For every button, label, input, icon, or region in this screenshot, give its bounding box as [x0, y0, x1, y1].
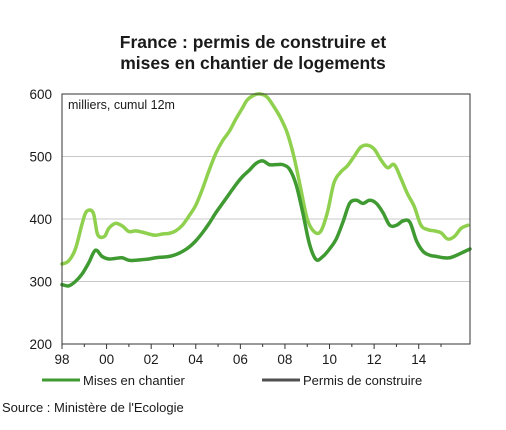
plot-frame	[61, 93, 471, 345]
y-tick-label: 600	[29, 87, 52, 102]
x-tick-label: 10	[322, 352, 337, 367]
source-note: Source : Ministère de l'Ecologie	[2, 400, 184, 415]
legend-label-0: Mises en chantier	[83, 373, 186, 388]
x-tick-label: 00	[99, 352, 114, 367]
x-tick-label: 08	[277, 352, 292, 367]
gridlines	[62, 156, 470, 282]
x-tick-label: 14	[411, 352, 427, 367]
chart-title-line-2: mises en chantier de logements	[120, 53, 386, 73]
y-axis: 200 300 400 500 600	[29, 87, 52, 352]
x-tick-label: 06	[233, 352, 248, 367]
y-tick-label: 500	[29, 150, 52, 165]
y-tick-label: 200	[29, 337, 52, 352]
x-tick-label: 02	[144, 352, 159, 367]
y-tick-label: 300	[29, 275, 52, 290]
series-line-permis	[60, 92, 470, 266]
unit-note: milliers, cumul 12m	[68, 98, 175, 112]
series-layer	[60, 92, 472, 288]
x-tick-label: 12	[367, 352, 382, 367]
chart-title-line-1: France : permis de construire et	[119, 32, 387, 52]
legend: Mises en chantier Permis de construire	[42, 373, 422, 388]
y-tick-label: 400	[29, 212, 52, 227]
series-line-mises	[60, 159, 472, 288]
x-tick-label: 98	[54, 352, 69, 367]
x-tick-label: 04	[188, 352, 204, 367]
x-axis: 98 00 02 04 06 08 10 12 14	[54, 344, 442, 367]
legend-label-1: Permis de construire	[303, 373, 422, 388]
